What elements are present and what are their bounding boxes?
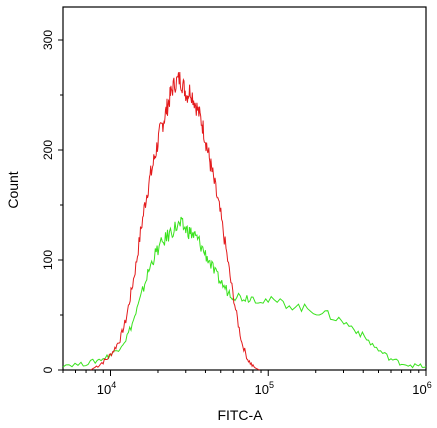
x-axis-label: FITC-A [217, 407, 263, 423]
y-tick-label: 200 [41, 140, 55, 160]
series-layer [62, 71, 427, 371]
axis-layer: 0 100 200 300 104 105 106 [41, 30, 432, 397]
y-axis-label: Count [5, 171, 21, 208]
x-tick-label: 105 [255, 380, 274, 397]
y-tick-label: 0 [41, 366, 55, 373]
x-tick-label: 104 [97, 380, 116, 397]
y-tick-label: 100 [41, 250, 55, 270]
y-tick-label: 300 [41, 30, 55, 50]
x-tick-label: 106 [412, 380, 431, 397]
series-line-1 [62, 216, 427, 369]
series-line-0 [90, 71, 260, 371]
plot-frame [62, 6, 427, 371]
